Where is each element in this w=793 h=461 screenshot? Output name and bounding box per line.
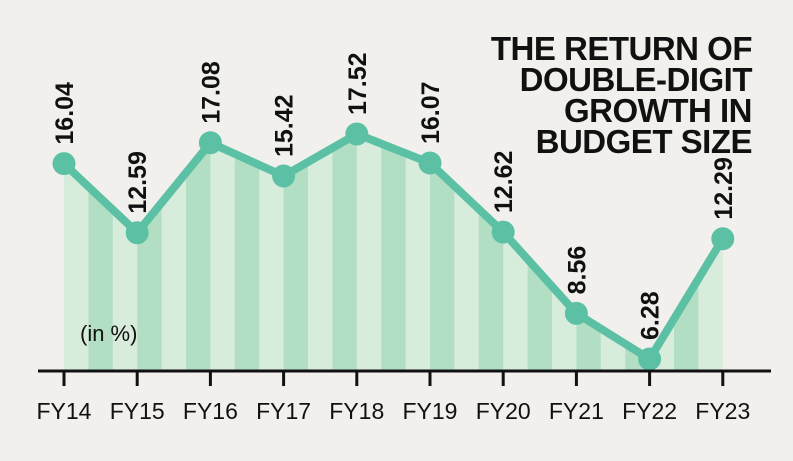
data-points xyxy=(52,122,735,371)
x-tick-label: FY22 xyxy=(622,398,677,424)
data-label-fy19: 16.07 xyxy=(417,81,445,144)
x-tick-label: FY20 xyxy=(476,398,531,424)
x-tick-label: FY15 xyxy=(110,398,165,424)
area-stripe xyxy=(356,134,382,371)
data-labels: 16.04 12.59 17.08 15.42 17.52 16.07 12.62 8.56 6… xyxy=(51,52,738,340)
data-label-fy17: 15.42 xyxy=(271,94,299,157)
chart-title-line: THE RETURN OF xyxy=(491,30,752,67)
data-point-fy17 xyxy=(272,164,296,188)
data-label-fy21: 8.56 xyxy=(563,246,591,295)
area-stripe xyxy=(381,134,407,371)
area-stripe xyxy=(332,134,358,371)
data-label-fy15: 12.59 xyxy=(124,151,152,214)
x-axis-tick-labels: FY14 FY15 FY16 FY17 FY18 FY19 FY20 FY21 FY22 FY23 xyxy=(37,398,751,424)
unit-note: (in %) xyxy=(80,321,137,346)
data-label-fy18: 17.52 xyxy=(344,52,372,115)
x-tick-label: FY21 xyxy=(549,398,604,424)
data-point-fy21 xyxy=(564,301,588,325)
data-point-fy19 xyxy=(418,151,442,175)
data-point-fy20 xyxy=(491,220,515,244)
data-label-fy22: 6.28 xyxy=(637,291,665,340)
x-tick-label: FY23 xyxy=(695,398,750,424)
series-line xyxy=(60,130,727,363)
data-point-fy15 xyxy=(125,221,149,245)
x-axis-ticks xyxy=(62,371,725,386)
chart-title-line: DOUBLE-DIGIT xyxy=(520,61,753,98)
data-label-fy14: 16.04 xyxy=(51,82,79,145)
x-tick-label: FY18 xyxy=(329,398,384,424)
data-point-fy16 xyxy=(198,131,222,155)
x-tick-label: FY17 xyxy=(256,398,311,424)
data-point-fy18 xyxy=(345,122,369,146)
area-stripe xyxy=(308,134,333,371)
chart-title-line: GROWTH IN xyxy=(564,92,752,129)
chart-title-line: BUDGET SIZE xyxy=(536,123,752,160)
x-tick-label: FY16 xyxy=(183,398,238,424)
data-point-fy23 xyxy=(711,227,735,251)
area-stripe xyxy=(234,134,260,371)
data-point-fy14 xyxy=(52,152,76,176)
x-tick-label: FY19 xyxy=(403,398,458,424)
data-label-fy16: 17.08 xyxy=(197,61,225,124)
data-label-fy20: 12.62 xyxy=(490,151,518,214)
area-stripe xyxy=(210,134,236,371)
data-point-fy22 xyxy=(638,347,662,371)
x-tick-label: FY14 xyxy=(37,398,92,424)
data-label-fy23: 12.29 xyxy=(710,157,738,220)
